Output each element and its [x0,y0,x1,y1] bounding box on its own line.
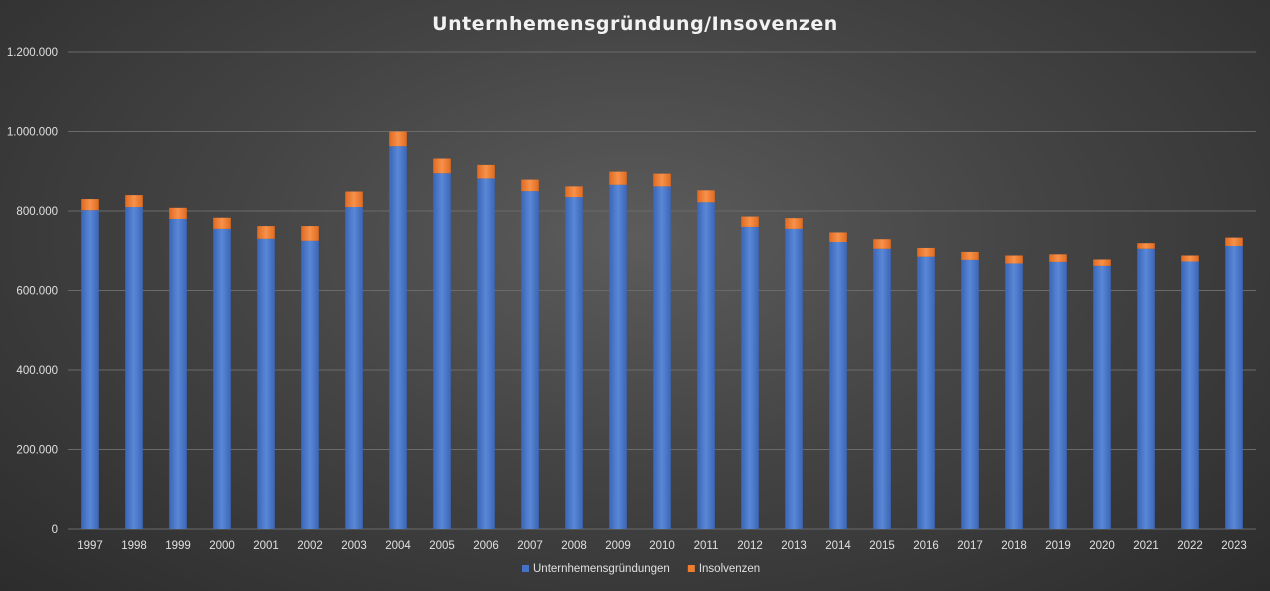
bar-segment-gruendungen [389,146,407,529]
bar-segment-gruendungen [1225,245,1243,530]
bar-segment-gruendungen [477,178,495,529]
x-tick-label: 2001 [253,540,279,552]
bar-segment-gruendungen [257,238,275,529]
bar-segment-insolvenzen [1225,237,1243,246]
y-axis-tick-labels: 0 200.000 400.000 600.000 800.000 1.000.000 1.… [7,47,58,536]
legend: Unternhemensgründungen Insolvenzen [522,563,760,575]
x-tick-label: 2002 [297,540,323,552]
x-tick-label: 1998 [121,540,147,552]
x-tick-label: 2017 [957,540,983,552]
bar-segment-insolvenzen [873,239,891,249]
bar-segment-insolvenzen [829,232,847,243]
bar-segment-gruendungen [433,173,451,530]
bar-segment-gruendungen [653,186,671,530]
y-tick-label: 1.000.000 [7,127,58,139]
x-tick-label: 2019 [1045,540,1071,552]
bar-segment-gruendungen [741,226,759,529]
y-tick-label: 0 [52,524,58,536]
legend-label-insolvenzen: Insolvenzen [699,563,760,575]
bar-segment-gruendungen [345,207,363,529]
y-tick-label: 400.000 [16,365,58,377]
bar-segment-gruendungen [125,207,143,529]
bar-segment-gruendungen [697,202,715,529]
bar-segment-insolvenzen [697,190,715,203]
x-tick-label: 2000 [209,540,235,552]
bar-segment-gruendungen [829,242,847,529]
x-tick-label: 2020 [1089,540,1115,552]
y-tick-label: 600.000 [16,286,58,298]
bar-segment-gruendungen [873,248,891,529]
bars [81,131,1243,530]
bar-segment-insolvenzen [521,179,539,192]
bar-segment-gruendungen [1137,248,1155,529]
x-tick-label: 2013 [781,540,807,552]
bar-segment-insolvenzen [741,216,759,227]
x-axis-tick-labels: 1997 1998 1999 2000 2001 2002 2003 2004 2005 2006… [77,540,1247,552]
x-tick-label: 1997 [77,540,103,552]
x-tick-label: 2011 [694,540,719,552]
bar-segment-insolvenzen [1049,254,1067,262]
x-tick-label: 2015 [869,540,895,552]
x-tick-label: 2005 [429,540,455,552]
legend-label-gruendungen: Unternhemensgründungen [533,563,670,575]
x-tick-label: 2010 [649,540,675,552]
bar-segment-insolvenzen [169,207,187,219]
x-tick-label: 2014 [825,540,851,552]
y-tick-label: 200.000 [16,445,58,457]
bar-segment-insolvenzen [301,226,319,241]
bar-segment-gruendungen [81,210,99,529]
x-tick-label: 2022 [1177,540,1203,552]
bar-segment-gruendungen [1181,261,1199,529]
y-tick-label: 800.000 [16,206,58,218]
bar-segment-gruendungen [609,184,627,529]
bar-segment-insolvenzen [961,251,979,260]
bar-segment-insolvenzen [653,173,671,187]
x-tick-label: 2007 [517,540,543,552]
x-tick-label: 2021 [1133,540,1159,552]
x-tick-label: 2009 [605,540,631,552]
bar-segment-insolvenzen [345,191,363,208]
bar-segment-gruendungen [301,240,319,529]
bar-segment-gruendungen [169,218,187,529]
bar-segment-insolvenzen [1093,259,1111,266]
legend-swatch-insolvenzen [687,565,695,572]
bar-segment-gruendungen [917,256,935,529]
bar-segment-insolvenzen [565,186,583,198]
x-tick-label: 2016 [913,540,939,552]
bar-segment-gruendungen [1049,261,1067,529]
x-tick-label: 2008 [561,540,587,552]
bar-segment-insolvenzen [917,247,935,257]
bar-segment-insolvenzen [609,171,627,185]
bar-segment-gruendungen [521,191,539,529]
bar-segment-gruendungen [1005,263,1023,529]
x-tick-label: 2004 [385,540,411,552]
x-tick-label: 2023 [1221,540,1247,552]
bar-segment-insolvenzen [1005,255,1023,264]
bar-segment-insolvenzen [477,164,495,179]
bar-segment-insolvenzen [213,217,231,229]
legend-swatch-gruendungen [522,565,529,572]
bar-segment-insolvenzen [433,158,451,174]
x-tick-label: 2018 [1001,540,1027,552]
x-tick-label: 1999 [165,540,191,552]
bar-segment-gruendungen [1093,265,1111,529]
bar-segment-insolvenzen [125,195,143,208]
bar-segment-insolvenzen [389,131,407,147]
bar-segment-insolvenzen [81,199,99,211]
bar-segment-gruendungen [785,228,803,529]
bar-segment-insolvenzen [257,226,275,239]
chart-title: Unternhemensgründung/Insovenzen [432,13,838,35]
x-tick-label: 2003 [341,540,367,552]
bar-segment-gruendungen [565,197,583,529]
x-tick-label: 2012 [737,540,763,552]
bar-segment-insolvenzen [785,218,803,229]
y-tick-label: 1.200.000 [7,47,58,59]
bar-segment-insolvenzen [1137,243,1155,249]
bar-segment-gruendungen [961,259,979,529]
bar-segment-insolvenzen [1181,255,1199,262]
x-tick-label: 2006 [473,540,499,552]
bar-segment-gruendungen [213,228,231,529]
